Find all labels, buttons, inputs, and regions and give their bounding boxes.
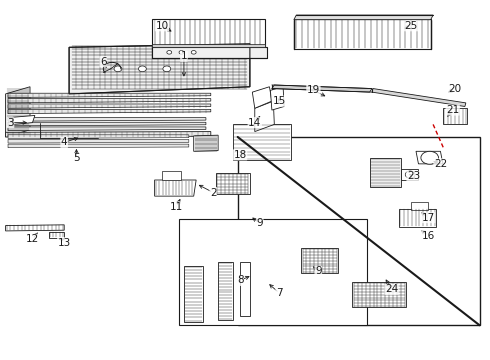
Text: 25: 25	[405, 21, 418, 31]
Text: 1: 1	[181, 51, 187, 61]
Polygon shape	[272, 85, 372, 92]
Polygon shape	[372, 89, 466, 107]
Polygon shape	[8, 109, 211, 114]
Polygon shape	[270, 87, 284, 110]
Text: 20: 20	[448, 84, 462, 94]
Text: 10: 10	[155, 21, 169, 31]
Text: 5: 5	[73, 153, 80, 163]
Polygon shape	[8, 122, 206, 126]
Polygon shape	[255, 101, 274, 132]
Polygon shape	[8, 118, 206, 121]
Polygon shape	[8, 127, 206, 131]
Polygon shape	[8, 93, 211, 98]
Circle shape	[421, 151, 439, 164]
Text: 23: 23	[407, 171, 420, 181]
Text: 19: 19	[307, 85, 320, 95]
Polygon shape	[8, 144, 189, 148]
Circle shape	[179, 50, 184, 54]
Polygon shape	[399, 209, 436, 226]
Text: 17: 17	[421, 213, 435, 222]
Text: 2: 2	[210, 188, 217, 198]
Text: 8: 8	[237, 275, 244, 285]
Text: 4: 4	[61, 138, 68, 147]
Polygon shape	[369, 158, 401, 187]
Polygon shape	[301, 248, 338, 273]
Text: 16: 16	[421, 231, 435, 240]
Polygon shape	[5, 87, 30, 137]
Polygon shape	[5, 225, 64, 231]
Polygon shape	[294, 15, 433, 20]
Text: 9: 9	[315, 266, 321, 276]
Polygon shape	[194, 135, 218, 151]
Polygon shape	[240, 262, 250, 316]
Circle shape	[405, 171, 415, 178]
Text: 15: 15	[272, 96, 286, 106]
Polygon shape	[8, 99, 211, 103]
Text: 7: 7	[276, 288, 283, 298]
Polygon shape	[5, 132, 211, 137]
Circle shape	[139, 66, 147, 72]
Bar	[152, 19, 265, 47]
Text: 11: 11	[170, 202, 183, 212]
Polygon shape	[216, 173, 250, 194]
Polygon shape	[155, 180, 196, 196]
Bar	[294, 19, 431, 49]
Polygon shape	[49, 231, 64, 238]
Polygon shape	[416, 151, 443, 164]
Bar	[179, 220, 367, 325]
Polygon shape	[184, 266, 203, 321]
Polygon shape	[69, 44, 250, 94]
Polygon shape	[401, 169, 418, 180]
Bar	[238, 137, 480, 325]
Polygon shape	[13, 116, 35, 125]
Circle shape	[114, 66, 122, 72]
Circle shape	[167, 50, 172, 54]
Polygon shape	[8, 139, 189, 143]
Text: 6: 6	[100, 57, 107, 67]
Polygon shape	[411, 202, 428, 211]
Text: 13: 13	[58, 238, 71, 248]
Bar	[233, 125, 292, 160]
Polygon shape	[218, 262, 233, 320]
Text: 18: 18	[234, 150, 247, 160]
Circle shape	[191, 50, 196, 54]
Text: 22: 22	[434, 159, 447, 169]
Polygon shape	[252, 87, 272, 108]
Text: 3: 3	[7, 118, 14, 128]
Polygon shape	[162, 171, 181, 180]
Polygon shape	[352, 282, 406, 307]
Polygon shape	[152, 46, 267, 58]
Text: 12: 12	[26, 234, 39, 244]
Bar	[152, 44, 265, 47]
Text: 9: 9	[256, 218, 263, 228]
Circle shape	[163, 66, 171, 72]
Polygon shape	[8, 104, 211, 108]
Text: 21: 21	[446, 105, 459, 115]
Text: 24: 24	[385, 284, 398, 294]
Polygon shape	[443, 108, 467, 125]
Text: 14: 14	[248, 118, 261, 128]
Polygon shape	[8, 135, 189, 138]
